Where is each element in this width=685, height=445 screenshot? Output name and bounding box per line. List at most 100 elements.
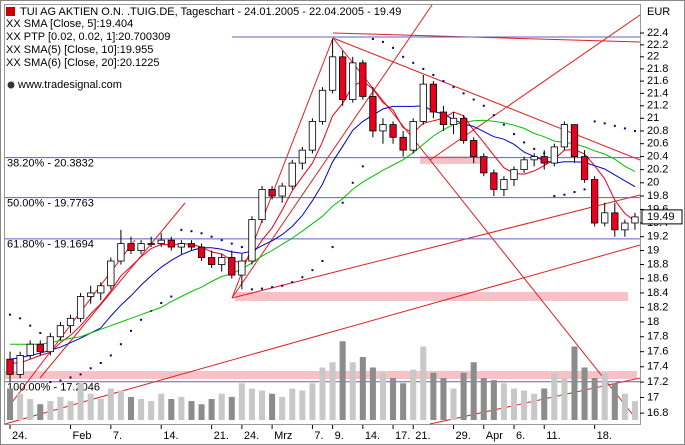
volume — [7, 341, 638, 420]
x-tick-label: 29. — [456, 430, 471, 442]
volume-bar — [470, 362, 477, 420]
candle-body — [540, 156, 548, 164]
candle-body — [218, 257, 226, 265]
fib-label: 50.00% - 19.7763 — [7, 198, 94, 210]
trend-line — [332, 37, 638, 421]
trend-line — [231, 4, 433, 299]
volume-bar — [500, 383, 507, 420]
volume-bar — [228, 396, 235, 420]
y-tick-label: 16.8 — [647, 407, 668, 419]
sar-dot — [553, 195, 556, 198]
sar-dot — [271, 286, 274, 289]
web-icon — [7, 81, 15, 89]
volume-bar — [87, 393, 94, 420]
candle-body — [409, 121, 417, 151]
volume-bar — [289, 388, 296, 420]
sar-dot — [593, 120, 596, 123]
x-tick-label: 7. — [113, 430, 122, 442]
sar-dot — [371, 37, 374, 40]
volume-bar — [127, 396, 135, 420]
candle-body — [268, 188, 276, 197]
legend-entry: XX PTP [0.02, 0.02, 1]:20.700309 — [6, 31, 170, 43]
volume-bar — [420, 346, 427, 420]
sar-dot — [250, 288, 253, 291]
volume-bar — [299, 390, 306, 420]
y-tick-label: 18 — [647, 316, 659, 328]
volume-bar — [97, 399, 104, 420]
sar-dot — [129, 329, 132, 332]
x-tick-label: 24. — [12, 430, 27, 442]
x-tick-label: 24. — [244, 430, 259, 442]
volume-bar — [521, 390, 528, 420]
candle-body — [389, 124, 397, 138]
volume-bar — [57, 396, 64, 420]
volume-bar — [369, 367, 376, 420]
candle-body — [601, 212, 609, 224]
volume-bar — [138, 399, 145, 420]
candle-body — [258, 188, 266, 221]
candle-body — [6, 358, 14, 375]
sar-dot — [301, 276, 304, 279]
volume-bar — [339, 341, 346, 420]
sar-dot — [291, 281, 294, 284]
sar-dot — [563, 193, 566, 196]
header: TUI AG AKTIEN O.N. .TUIG.DE, Tageschart … — [6, 6, 670, 91]
sar-dot — [432, 73, 435, 76]
candle-body — [580, 156, 589, 180]
candle-body — [16, 355, 24, 375]
x-tick-label: 7. — [314, 430, 323, 442]
volume-bar — [158, 393, 165, 420]
candle-body — [248, 219, 256, 262]
sar-dot — [452, 86, 455, 89]
sar-dot — [109, 354, 112, 357]
sar-dot — [412, 61, 415, 64]
y-tick-label: 21.2 — [647, 100, 668, 112]
volume-bar — [17, 393, 24, 420]
candle-body — [500, 179, 508, 190]
y-tick-label: 20.8 — [647, 125, 668, 137]
volume-bar — [450, 388, 457, 420]
sar-dot — [603, 122, 606, 125]
volume-bar — [319, 367, 326, 420]
sar-dot — [492, 114, 495, 117]
sar-dot — [39, 332, 42, 335]
axes: 16.8 17 17.2 17.4 17.6 17.8 18 18.2 18.4 18.6 18.8… — [9, 27, 683, 442]
candle-body — [298, 149, 306, 164]
candle-body — [288, 162, 296, 187]
candle-body — [429, 83, 437, 113]
candle-body — [520, 159, 528, 171]
candle-body — [570, 124, 579, 157]
sar-dot — [472, 98, 475, 101]
volume-bar — [47, 401, 54, 420]
volume-bar — [208, 399, 215, 420]
y-tick-label: 20.4 — [647, 151, 668, 163]
candle-body — [530, 156, 538, 161]
candle-body — [167, 239, 175, 248]
x-tick-label: Apr — [486, 430, 503, 442]
x-tick-label: Mrz — [274, 430, 292, 442]
volume-bar — [107, 388, 114, 420]
y-tick-label: 20.6 — [647, 138, 668, 150]
candle-body — [318, 89, 327, 122]
candle-body — [550, 146, 558, 164]
trend-line — [332, 37, 641, 161]
candle-body — [459, 117, 468, 141]
volume-bar — [329, 362, 336, 420]
sar-dot — [220, 239, 223, 242]
volume-bar — [309, 383, 316, 420]
y-tick-label: 18.4 — [647, 287, 668, 299]
legend-entry: XX SMA(5) [Close, 10]:19.955 — [6, 44, 153, 56]
candle-body — [228, 257, 236, 276]
candle-body — [591, 179, 599, 224]
volume-bar — [531, 393, 538, 420]
sar-dot — [341, 201, 344, 204]
volume-bar — [601, 372, 608, 420]
sar-dot — [442, 80, 445, 83]
y-tick-label: 20.2 — [647, 164, 668, 176]
sar-dot — [210, 235, 213, 238]
x-tick-label: 14. — [365, 430, 380, 442]
candle-body — [339, 56, 347, 100]
candle-body — [208, 257, 216, 265]
chart-icon — [6, 7, 15, 16]
sar-dot — [513, 133, 516, 136]
